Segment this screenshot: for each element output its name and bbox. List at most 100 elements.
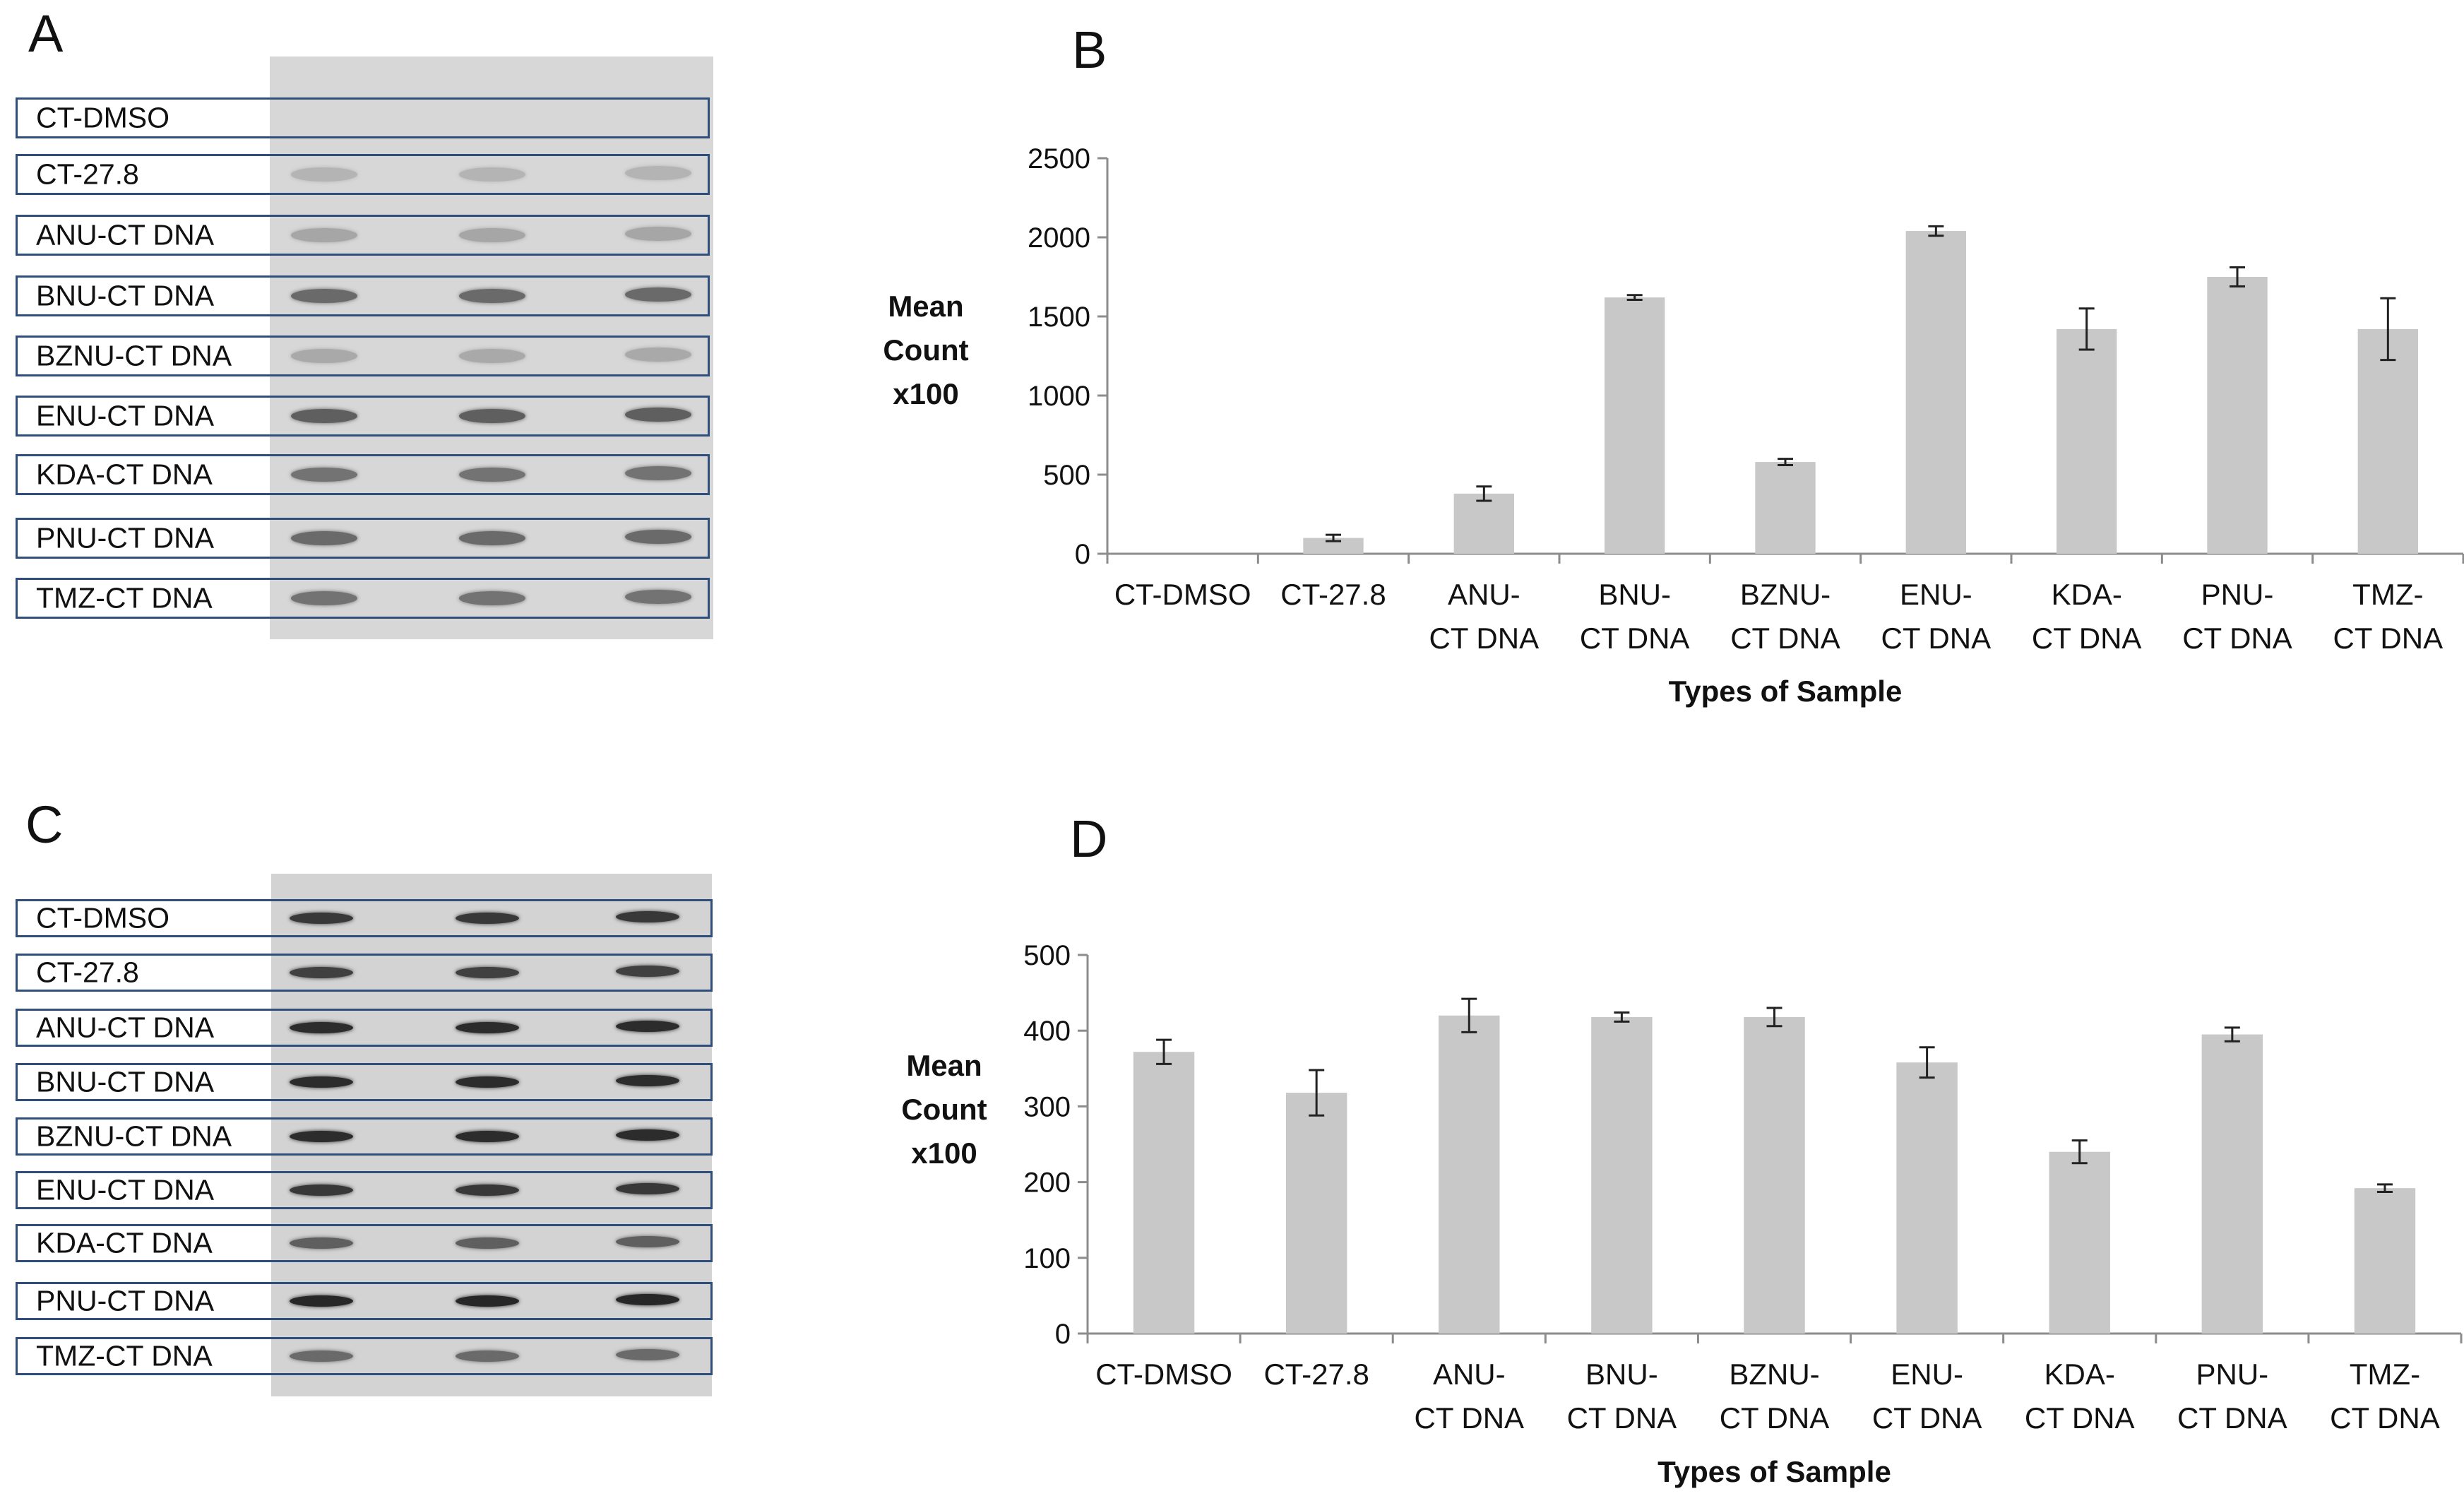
y-tick-label: 1500 bbox=[1028, 302, 1090, 333]
blot-band bbox=[459, 349, 525, 363]
bar-chart-b: 0 500 1000 1500 2000 2500 CT-DMSO CT-27.8 ANU- CT… bbox=[883, 143, 2464, 708]
blot-band bbox=[290, 1185, 353, 1196]
blot-lane-box: PNU-CT DNA bbox=[16, 1282, 713, 1320]
blot-lane-label: CT-DMSO bbox=[36, 901, 170, 934]
blot-band bbox=[625, 287, 691, 302]
x-tick-label: CT DNA bbox=[1414, 1401, 1524, 1435]
lane-label-background bbox=[18, 1065, 271, 1099]
blot-band bbox=[625, 466, 691, 480]
blot-band bbox=[456, 913, 519, 924]
x-tick-label: CT DNA bbox=[2333, 622, 2444, 655]
blot-lane-label: KDA-CT DNA bbox=[36, 458, 213, 491]
y-tick-label: 0 bbox=[1055, 1319, 1071, 1350]
blot-lane-label: BNU-CT DNA bbox=[36, 1065, 215, 1098]
lane-label-background bbox=[18, 456, 270, 493]
blot-lane-label: ENU-CT DNA bbox=[36, 1173, 215, 1206]
bar bbox=[1133, 1052, 1195, 1334]
blot-band bbox=[459, 591, 525, 605]
x-tick-label: CT DNA bbox=[2182, 622, 2292, 655]
y-tick-label: 1000 bbox=[1028, 381, 1090, 412]
blot-panel-a: CT-DMSO CT-27.8 ANU-CT DNA BNU-CT DNA BZNU-C… bbox=[0, 0, 720, 643]
blot-band bbox=[456, 1185, 519, 1196]
blot-band bbox=[625, 166, 691, 180]
blot-lane-box: TMZ-CT DNA bbox=[16, 1337, 713, 1375]
bar bbox=[1285, 1093, 1347, 1334]
blot-lane-box: CT-27.8 bbox=[16, 154, 710, 195]
lane-label-background bbox=[18, 520, 270, 557]
blot-lane-label: BZNU-CT DNA bbox=[36, 339, 232, 372]
x-tick-label: PNU- bbox=[2196, 1358, 2268, 1391]
blot-band bbox=[456, 967, 519, 978]
blot-lane-label: TMZ-CT DNA bbox=[36, 1339, 213, 1372]
blot-band bbox=[291, 591, 357, 605]
panel-letter-a: A bbox=[28, 4, 64, 63]
y-tick-label: 2500 bbox=[1028, 143, 1090, 174]
blot-band bbox=[459, 167, 525, 182]
y-axis-title: Count bbox=[901, 1093, 987, 1126]
x-tick-label: ANU- bbox=[1448, 578, 1520, 611]
blot-lane-box: BZNU-CT DNA bbox=[16, 336, 710, 376]
y-tick-label: 400 bbox=[1023, 1016, 1071, 1047]
blot-band bbox=[616, 1021, 679, 1032]
blot-lane-label: BNU-CT DNA bbox=[36, 279, 215, 312]
x-tick-label: ANU- bbox=[1433, 1358, 1506, 1391]
x-tick-label: ENU- bbox=[1900, 578, 1972, 611]
blot-band bbox=[290, 1076, 353, 1088]
y-tick-label: 300 bbox=[1023, 1091, 1071, 1122]
blot-band bbox=[291, 531, 357, 545]
y-tick-label: 100 bbox=[1023, 1243, 1071, 1274]
x-tick-label: CT DNA bbox=[1567, 1401, 1677, 1435]
lane-label-background bbox=[18, 1173, 271, 1207]
bar bbox=[2057, 328, 2117, 554]
x-tick-label: CT DNA bbox=[1730, 622, 1840, 655]
blot-band bbox=[291, 409, 357, 423]
blot-lane-label: BZNU-CT DNA bbox=[36, 1120, 232, 1153]
x-tick-label: KDA- bbox=[2045, 1358, 2115, 1391]
blot-lane-box: PNU-CT DNA bbox=[16, 518, 710, 559]
bar bbox=[1303, 538, 1364, 554]
lane-label-background bbox=[18, 1339, 271, 1373]
blot-band bbox=[459, 468, 525, 482]
x-tick-label: TMZ- bbox=[2352, 578, 2423, 611]
lane-label-background bbox=[18, 1120, 271, 1153]
x-tick-label: ENU- bbox=[1891, 1358, 1963, 1391]
blot-band bbox=[456, 1295, 519, 1307]
lane-label-background bbox=[18, 956, 271, 990]
bar bbox=[2201, 1034, 2263, 1334]
blot-lane-label: PNU-CT DNA bbox=[36, 1284, 215, 1317]
blot-lane-box: KDA-CT DNA bbox=[16, 1224, 713, 1262]
lane-label-background bbox=[18, 580, 270, 617]
x-tick-label: CT DNA bbox=[2177, 1401, 2287, 1435]
lane-label-background bbox=[18, 1284, 271, 1318]
panel-letter-c: C bbox=[25, 795, 64, 854]
x-tick-label: CT DNA bbox=[1720, 1401, 1830, 1435]
bar bbox=[1755, 462, 1816, 554]
x-tick-label: CT-DMSO bbox=[1095, 1358, 1232, 1391]
x-tick-label: TMZ- bbox=[2350, 1358, 2420, 1391]
blot-band bbox=[291, 167, 357, 182]
x-tick-label: CT-27.8 bbox=[1280, 578, 1386, 611]
x-tick-label: KDA- bbox=[2051, 578, 2121, 611]
blot-band bbox=[290, 1295, 353, 1307]
blot-band bbox=[616, 911, 679, 922]
lane-label-background bbox=[18, 100, 270, 136]
blot-lane-label: ENU-CT DNA bbox=[36, 399, 215, 432]
blot-lane-label: KDA-CT DNA bbox=[36, 1226, 213, 1259]
blot-lane-box: BNU-CT DNA bbox=[16, 275, 710, 316]
y-axis-title: Mean bbox=[906, 1049, 982, 1082]
x-axis-title: Types of Sample bbox=[1657, 1455, 1891, 1488]
blot-band bbox=[625, 348, 691, 362]
x-axis-title: Types of Sample bbox=[1669, 675, 1903, 708]
blot-lane-box: ENU-CT DNA bbox=[16, 396, 710, 437]
x-tick-label: CT-27.8 bbox=[1263, 1358, 1369, 1391]
blot-band bbox=[616, 1349, 679, 1360]
blot-band bbox=[290, 967, 353, 978]
blot-lane-box: BZNU-CT DNA bbox=[16, 1117, 713, 1156]
bar bbox=[1744, 1016, 1805, 1334]
blot-band bbox=[459, 228, 525, 242]
lane-label-background bbox=[18, 156, 270, 193]
bar bbox=[2207, 277, 2268, 554]
blot-band bbox=[456, 1350, 519, 1362]
blot-band bbox=[625, 590, 691, 604]
blot-band bbox=[291, 289, 357, 303]
